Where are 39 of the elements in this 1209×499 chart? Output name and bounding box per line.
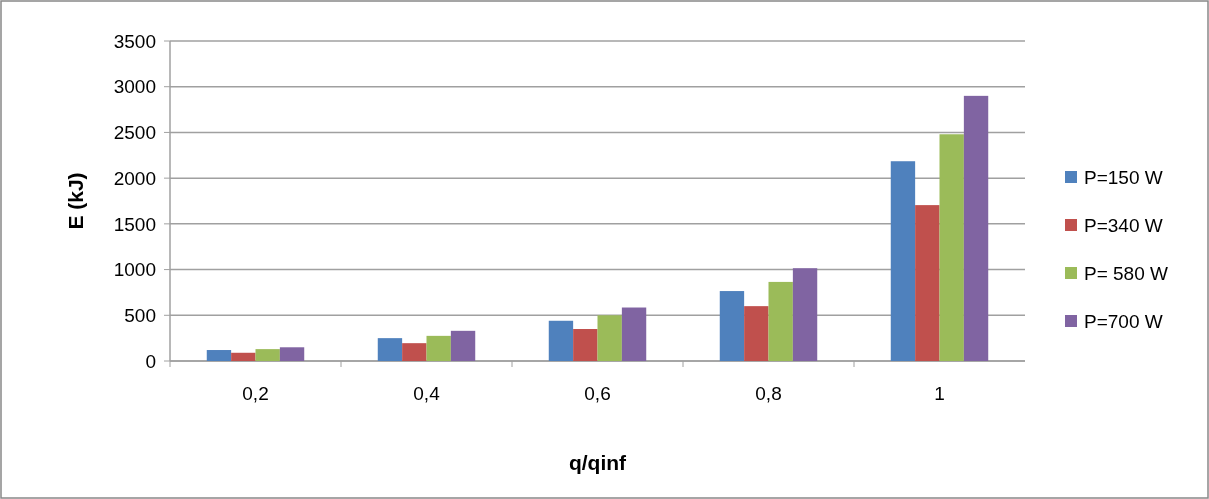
y-tick-label: 0 xyxy=(145,350,156,372)
bar xyxy=(279,347,305,361)
x-tick-label: 1 xyxy=(934,383,945,404)
x-tick-label: 0,2 xyxy=(242,383,269,404)
bar xyxy=(915,205,940,361)
bar xyxy=(792,268,818,361)
bar xyxy=(450,330,476,361)
bar xyxy=(939,134,964,361)
bar xyxy=(402,343,427,361)
y-axis-title: E (kJ) xyxy=(64,172,87,230)
legend-label: P=340 W xyxy=(1084,214,1163,236)
x-tick-label: 0,4 xyxy=(413,383,441,404)
bar xyxy=(231,352,256,361)
y-tick-label: 1500 xyxy=(113,213,156,235)
bar xyxy=(621,307,647,361)
legend-label: P=150 W xyxy=(1084,166,1163,188)
y-tick-label: 3500 xyxy=(113,30,156,52)
x-tick-label: 0,8 xyxy=(755,383,782,404)
bar xyxy=(719,291,745,361)
bar xyxy=(573,329,598,361)
y-tick-label: 500 xyxy=(124,304,156,326)
y-tick-label: 2000 xyxy=(113,167,156,189)
y-tick-label: 1000 xyxy=(113,259,156,281)
bar xyxy=(768,281,793,361)
bar xyxy=(744,306,769,361)
bar xyxy=(548,320,574,361)
legend-label: P= 580 W xyxy=(1084,262,1169,284)
bar xyxy=(255,349,280,361)
x-axis-title: q/qinf xyxy=(568,451,628,474)
bar xyxy=(206,350,232,361)
bar xyxy=(963,95,989,361)
bar xyxy=(597,315,622,361)
bar xyxy=(377,338,403,361)
y-tick-label: 2500 xyxy=(113,122,156,144)
legend-label: P=700 W xyxy=(1084,310,1163,332)
y-tick-label: 3000 xyxy=(113,76,156,98)
x-tick-label: 0,6 xyxy=(584,383,611,404)
bar xyxy=(426,335,451,361)
bar xyxy=(890,161,916,361)
